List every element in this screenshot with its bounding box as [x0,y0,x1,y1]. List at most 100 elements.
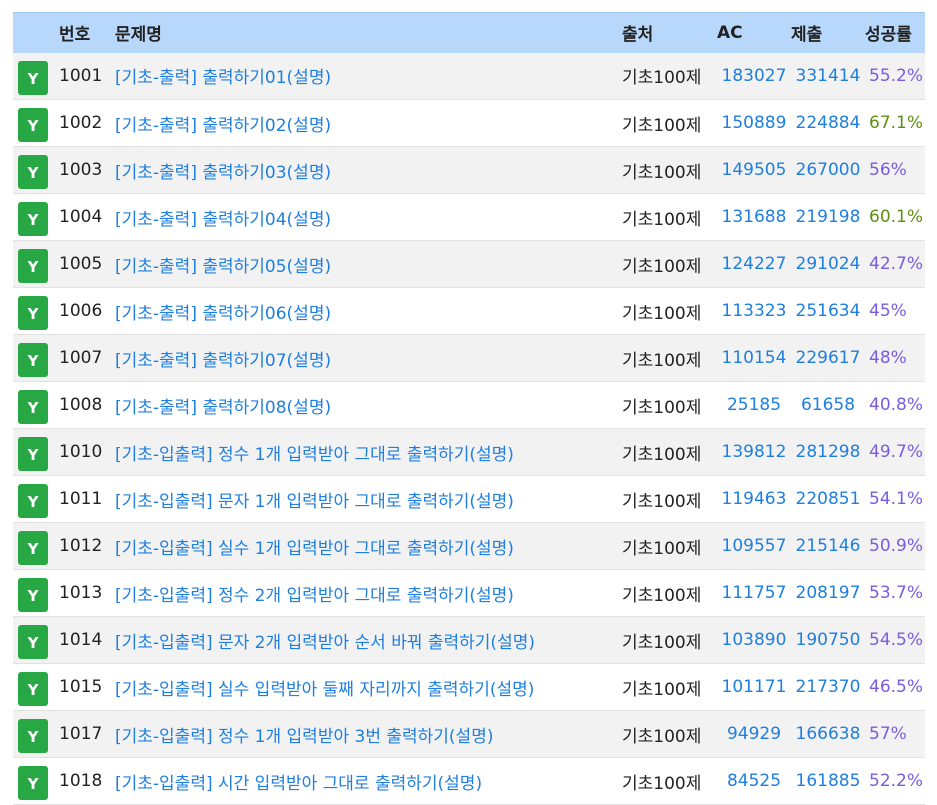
solved-badge: Y [18,60,48,95]
problem-title-link[interactable]: [기초-출력] 출력하기08(설명) [115,397,332,418]
problem-title-link[interactable]: [기초-출력] 출력하기01(설명) [115,68,332,89]
accepted-count[interactable]: 113323 [721,301,787,321]
problem-title-link[interactable]: [기초-입출력] 정수 1개 입력받아 3번 출력하기(설명) [115,726,494,747]
problem-source: 기초100제 [622,726,702,747]
solved-badge: Y [18,672,48,706]
problem-title-link[interactable]: [기초-입출력] 정수 2개 입력받아 그대로 출력하기(설명) [115,585,514,606]
success-rate: 50.9% [869,536,924,556]
table-row: Y 1014 [기초-입출력] 문자 2개 입력받아 순서 바꿔 출력하기(설명… [13,616,925,664]
submission-count[interactable]: 208197 [795,583,861,603]
problem-source: 기초100제 [622,679,702,700]
accepted-count[interactable]: 139812 [721,442,787,462]
success-rate: 52.2% [869,771,924,791]
success-rate: 45% [869,301,907,321]
problem-list: 번호 문제명 출처 AC 제출 성공률 Y 1001 [기초-출력] 출력하기0… [13,12,925,805]
submission-count[interactable]: 215146 [795,536,861,556]
accepted-count[interactable]: 131688 [721,207,787,227]
submission-count[interactable]: 61658 [800,395,856,415]
problem-title-link[interactable]: [기초-입출력] 실수 입력받아 둘째 자리까지 출력하기(설명) [115,679,535,700]
header-rate[interactable]: 성공률 [865,12,925,53]
problem-title-link[interactable]: [기초-입출력] 실수 1개 입력받아 그대로 출력하기(설명) [115,538,514,559]
submission-count[interactable]: 267000 [795,160,861,180]
submission-count[interactable]: 251634 [795,301,861,321]
problem-source: 기초100제 [622,115,702,136]
problem-title-link[interactable]: [기초-출력] 출력하기05(설명) [115,256,332,277]
submission-count[interactable]: 220851 [795,489,861,509]
problem-number: 1014 [59,630,103,650]
submission-count[interactable]: 331414 [795,65,861,86]
problem-title-link[interactable]: [기초-출력] 출력하기03(설명) [115,162,332,183]
problem-title-link[interactable]: [기초-출력] 출력하기07(설명) [115,350,332,371]
table-row: Y 1003 [기초-출력] 출력하기03(설명) 기초100제 149505 … [13,146,925,194]
problem-number: 1013 [59,583,103,603]
accepted-count[interactable]: 150889 [721,113,787,133]
problem-source: 기초100제 [622,350,702,371]
problem-source: 기초100제 [622,397,702,418]
solved-badge: Y [18,249,48,283]
problem-number: 1004 [59,207,103,227]
submission-count[interactable]: 166638 [795,724,861,744]
problem-title-link[interactable]: [기초-입출력] 문자 2개 입력받아 순서 바꿔 출력하기(설명) [115,632,535,653]
solved-badge: Y [18,296,48,330]
problem-source: 기초100제 [622,538,702,559]
problem-title-link[interactable]: [기초-입출력] 정수 1개 입력받아 그대로 출력하기(설명) [115,444,514,465]
problem-number: 1005 [59,254,103,274]
header-number[interactable]: 번호 [59,12,115,53]
success-rate: 54.5% [869,630,924,650]
accepted-count[interactable]: 103890 [721,630,787,650]
accepted-count[interactable]: 109557 [721,536,787,556]
submission-count[interactable]: 190750 [795,630,861,650]
table-row: Y 1007 [기초-출력] 출력하기07(설명) 기초100제 110154 … [13,334,925,382]
success-rate: 54.1% [869,489,924,509]
problem-number: 1012 [59,536,103,556]
solved-badge: Y [18,531,48,565]
problem-title-link[interactable]: [기초-입출력] 문자 1개 입력받아 그대로 출력하기(설명) [115,491,514,512]
solved-badge: Y [18,719,48,753]
success-rate: 46.5% [869,677,924,697]
problem-title-link[interactable]: [기초-출력] 출력하기02(설명) [115,115,332,136]
success-rate: 42.7% [869,254,924,274]
table-row: Y 1002 [기초-출력] 출력하기02(설명) 기초100제 150889 … [13,99,925,147]
accepted-count[interactable]: 110154 [721,348,787,368]
problem-source: 기초100제 [622,256,702,277]
accepted-count[interactable]: 101171 [721,677,787,697]
success-rate: 57% [869,724,907,744]
submission-count[interactable]: 224884 [795,113,861,133]
accepted-count[interactable]: 124227 [721,254,787,274]
accepted-count[interactable]: 183027 [721,65,787,86]
solved-badge: Y [18,343,48,377]
submission-count[interactable]: 161885 [795,771,861,791]
problem-title-link[interactable]: [기초-출력] 출력하기06(설명) [115,303,332,324]
problem-number: 1010 [59,442,103,462]
header-title[interactable]: 문제명 [115,12,622,53]
accepted-count[interactable]: 25185 [726,395,782,415]
submission-count[interactable]: 217370 [795,677,861,697]
header-ac[interactable]: AC [717,12,791,53]
accepted-count[interactable]: 119463 [721,489,787,509]
problem-title-link[interactable]: [기초-출력] 출력하기04(설명) [115,209,332,230]
table-row: Y 1011 [기초-입출력] 문자 1개 입력받아 그대로 출력하기(설명) … [13,475,925,523]
submission-count[interactable]: 219198 [795,207,861,227]
problem-number: 1018 [59,771,103,791]
submission-count[interactable]: 281298 [795,442,861,462]
header-source[interactable]: 출처 [622,12,717,53]
accepted-count[interactable]: 149505 [721,160,787,180]
solved-badge: Y [18,578,48,612]
solved-badge: Y [18,155,48,189]
problem-number: 1015 [59,677,103,697]
table-row: Y 1001 [기초-출력] 출력하기01(설명) 기초100제 183027 … [13,52,925,100]
table-row: Y 1005 [기초-출력] 출력하기05(설명) 기초100제 124227 … [13,240,925,288]
table-row: Y 1015 [기초-입출력] 실수 입력받아 둘째 자리까지 출력하기(설명)… [13,663,925,711]
accepted-count[interactable]: 84525 [726,771,782,791]
accepted-count[interactable]: 94929 [726,724,782,744]
submission-count[interactable]: 229617 [795,348,861,368]
problem-source: 기초100제 [622,209,702,230]
header-submissions[interactable]: 제출 [791,12,865,53]
problem-title-link[interactable]: [기초-입출력] 시간 입력받아 그대로 출력하기(설명) [115,773,483,794]
accepted-count[interactable]: 111757 [721,583,787,603]
problem-source: 기초100제 [622,491,702,512]
table-row: Y 1004 [기초-출력] 출력하기04(설명) 기초100제 131688 … [13,193,925,241]
submission-count[interactable]: 291024 [795,254,861,274]
success-rate: 55.2% [869,65,924,86]
header-status [13,12,59,53]
